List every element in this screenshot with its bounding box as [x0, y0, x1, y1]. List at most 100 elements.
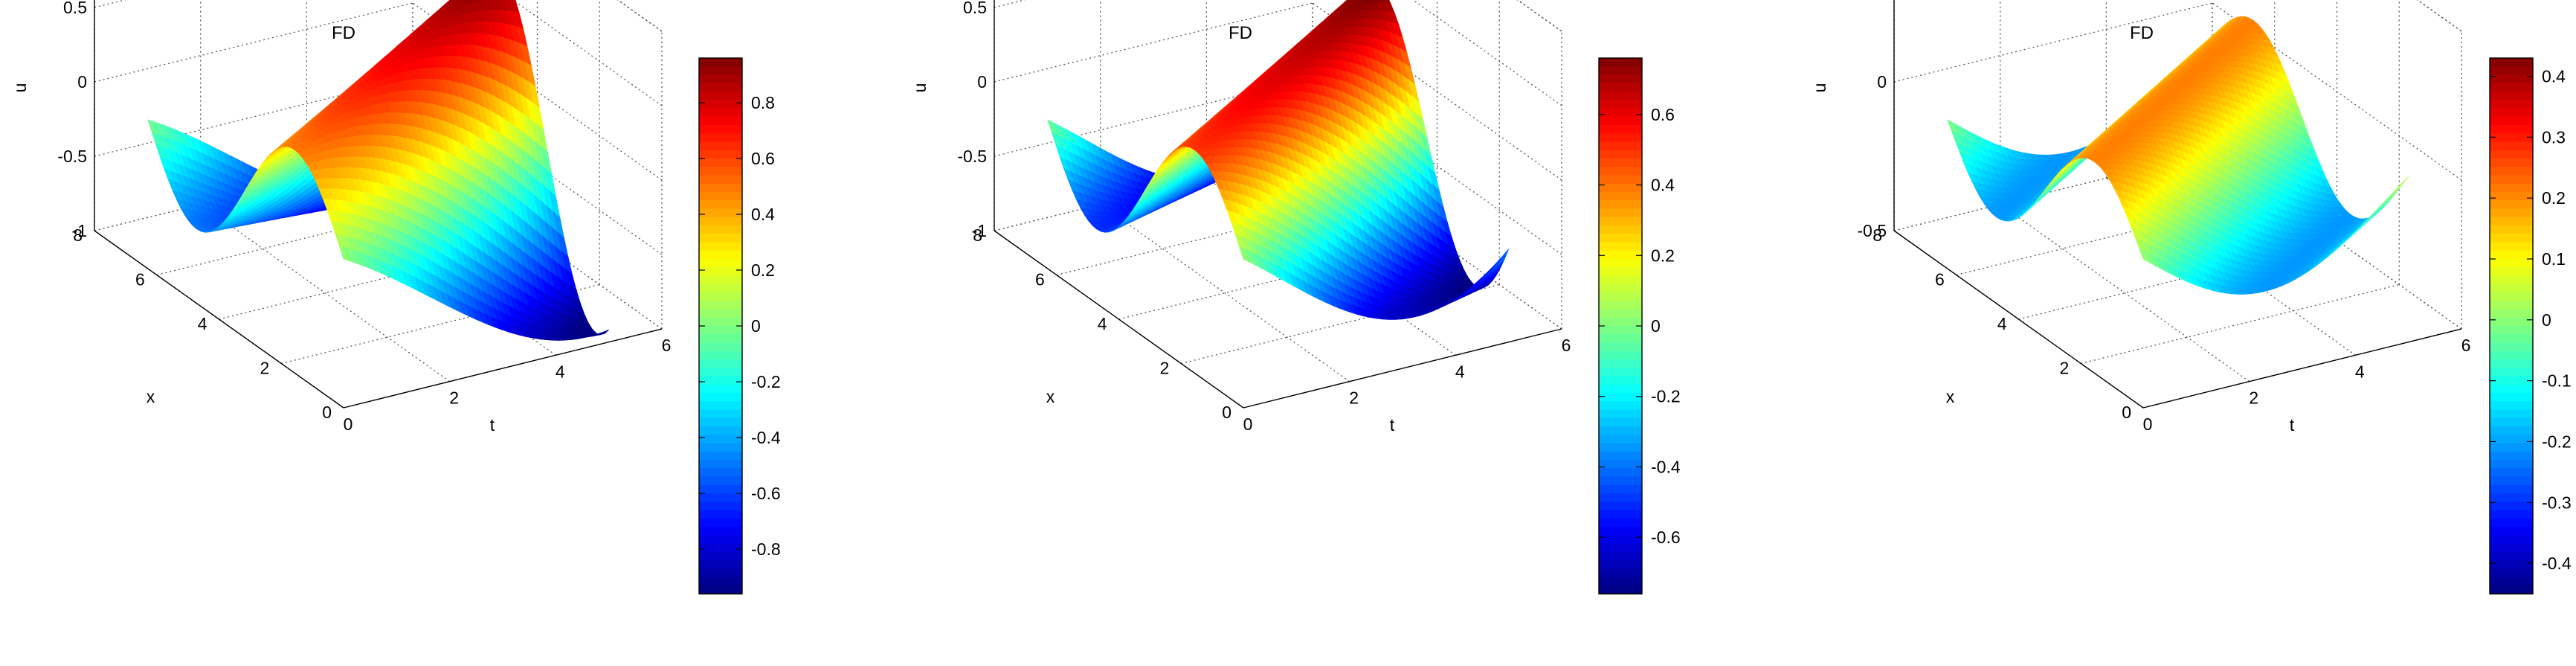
colorbar-band [699, 527, 742, 536]
colorbar-band [699, 484, 742, 494]
colorbar-band [699, 409, 742, 419]
colorbar-band [699, 309, 742, 318]
colorbar-tick-label: 0.8 [751, 93, 775, 112]
surface [1947, 16, 2409, 295]
colorbar-band [699, 401, 742, 411]
u-axis-label: u [910, 83, 930, 93]
x-tick-label: 2 [1159, 359, 1169, 378]
t-tick-label: 6 [662, 336, 672, 355]
colorbar-band [1599, 58, 1642, 67]
colorbar-band [699, 551, 742, 561]
colorbar-band [699, 116, 742, 126]
colorbar-band [1599, 100, 1642, 109]
u-axis-label: u [10, 83, 30, 93]
u-tick-label: 0 [977, 72, 987, 92]
colorbar: -0.6-0.4-0.200.20.40.6 [1598, 57, 1681, 595]
colorbar-tick-label: -0.2 [1651, 387, 1681, 406]
colorbar-band [1599, 468, 1642, 478]
t-axis-line [343, 328, 663, 409]
colorbar-band [699, 66, 742, 76]
x-axis-line [94, 230, 344, 409]
colorbar-tick-label: 0 [751, 316, 761, 336]
colorbar-band [1599, 585, 1642, 595]
colorbar-band [1599, 401, 1642, 411]
colorbar-band [699, 317, 742, 327]
colorbar-band [699, 543, 742, 553]
colorbar-band [1599, 493, 1642, 502]
colorbar-band [1599, 384, 1642, 394]
x-tick-label: 4 [1098, 314, 1107, 333]
x-tick-label: 0 [1222, 403, 1231, 422]
colorbar-band [1599, 125, 1642, 134]
colorbar-band [1599, 141, 1642, 151]
colorbar-band [699, 577, 742, 586]
colorbar-tick-label: 0.6 [1651, 105, 1675, 124]
chart-title: FD [332, 23, 355, 43]
colorbar-band [699, 58, 742, 67]
colorbar-band [1599, 301, 1642, 310]
colorbar-band [1599, 309, 1642, 318]
surface [147, 0, 609, 341]
colorbar-band [699, 100, 742, 109]
colorbar-tick-label: 0.4 [751, 205, 775, 224]
colorbar-tick-label: -0.4 [1651, 457, 1681, 476]
colorbar-band [1599, 167, 1642, 176]
colorbar-band [1599, 259, 1642, 268]
colorbar-band [699, 326, 742, 335]
colorbar-band [1599, 502, 1642, 511]
colorbar-band [1599, 560, 1642, 569]
colorbar-tick-label: 0.6 [751, 149, 775, 168]
colorbar-band [699, 92, 742, 100]
colorbar-band [699, 435, 742, 444]
colorbar-band [1599, 409, 1642, 419]
x-tick-label: 6 [135, 270, 145, 289]
colorbar-tick-label: -0.6 [1651, 528, 1681, 547]
colorbar-band [699, 159, 742, 167]
x-axis-label: x [1046, 387, 1055, 406]
x-axis-line [1893, 230, 2144, 409]
colorbar-band [699, 133, 742, 143]
colorbar-band [1599, 66, 1642, 76]
colorbar-band [1599, 159, 1642, 167]
colorbar-band [1599, 443, 1642, 452]
colorbar-band [699, 208, 742, 218]
colorbar-band [699, 426, 742, 435]
colorbar-band [1599, 577, 1642, 586]
colorbar-band [699, 359, 742, 368]
colorbar-band [1599, 350, 1642, 360]
colorbar-band [1599, 284, 1642, 293]
colorbar-tick-label: 0 [1651, 316, 1661, 336]
colorbar-band [699, 384, 742, 394]
colorbar-band [699, 468, 742, 478]
colorbar-band [699, 417, 742, 427]
colorbar-band [699, 368, 742, 377]
colorbar-band [1599, 234, 1642, 243]
u-tick-label: 0 [77, 72, 87, 92]
u-tick-label: 0.5 [963, 0, 987, 17]
colorbar-band [699, 259, 742, 268]
surface-patch [598, 329, 609, 336]
colorbar-band [699, 167, 742, 176]
colorbar-band [1599, 183, 1642, 193]
colorbar-band [699, 585, 742, 595]
colorbar-band [1599, 569, 1642, 578]
colorbar-band [699, 150, 742, 159]
x-tick-label: 0 [322, 403, 332, 422]
colorbar-tick-label: -0.8 [751, 539, 781, 559]
x-axis-line [994, 230, 1244, 409]
colorbar-band [699, 225, 742, 234]
colorbar-band [699, 301, 742, 310]
colorbar-tick-label: -0.4 [751, 428, 781, 447]
colorbar-band [699, 242, 742, 252]
colorbar-tick-label: -0.6 [751, 484, 781, 503]
colorbar-band [1599, 368, 1642, 377]
colorbar-band [699, 108, 742, 118]
colorbar-band [1599, 292, 1642, 301]
colorbar-band [1599, 460, 1642, 469]
colorbar-tick-label: 0.2 [751, 260, 775, 280]
colorbar-band [1599, 484, 1642, 494]
x-axis-label: x [146, 387, 155, 406]
colorbar-band [1599, 133, 1642, 143]
colorbar-band [1599, 551, 1642, 561]
t-axis-label: t [1390, 415, 1395, 435]
